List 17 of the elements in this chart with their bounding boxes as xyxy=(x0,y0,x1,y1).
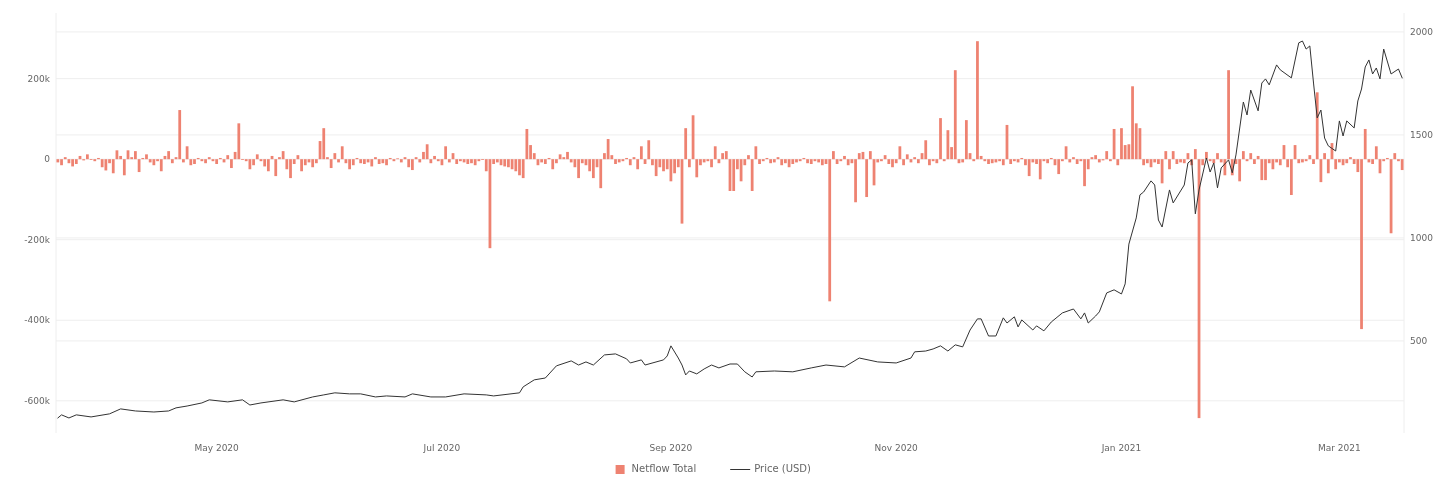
y2-tick-label: 500 xyxy=(1410,335,1428,346)
legend-label: Netflow Total xyxy=(631,463,697,474)
x-tick-label: Mar 2021 xyxy=(1317,443,1361,453)
x-tick-label: Sep 2020 xyxy=(649,443,693,453)
y-tick-label: 200k xyxy=(27,73,51,84)
x-tick-label: Jan 2021 xyxy=(1100,443,1142,453)
y-tick-label: -600k xyxy=(24,395,51,406)
x-tick-label: May 2020 xyxy=(194,443,240,453)
x-tick-label: Nov 2020 xyxy=(874,443,919,453)
y2-tick-label: 1500 xyxy=(1410,129,1434,140)
y-tick-label: -200k xyxy=(24,234,51,245)
x-tick-label: Jul 2020 xyxy=(422,443,461,453)
y2-tick-label: 2000 xyxy=(1410,26,1434,37)
y2-tick-label: 1000 xyxy=(1410,232,1434,243)
y-tick-label: -400k xyxy=(24,315,51,326)
y-tick-label: 0 xyxy=(44,154,51,165)
legend-label: Price (USD) xyxy=(754,463,812,474)
